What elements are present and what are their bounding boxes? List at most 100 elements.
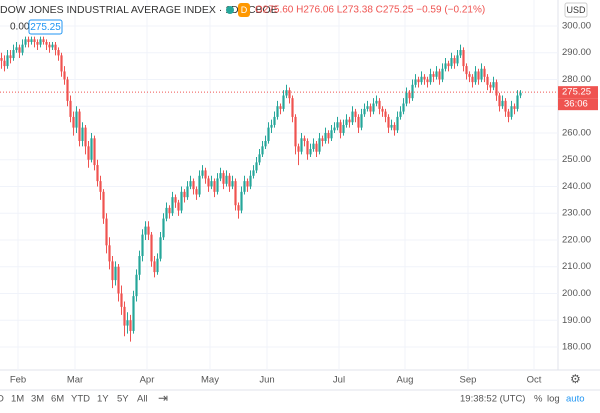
candle-body — [261, 146, 264, 155]
candle-body — [360, 114, 363, 128]
candle-body — [417, 79, 420, 83]
range-button[interactable]: All — [137, 394, 148, 405]
candle-body — [507, 111, 510, 117]
candle-body — [231, 181, 234, 187]
candle-body — [420, 76, 423, 83]
y-tick-label: 260.00 — [562, 127, 591, 138]
range-button[interactable]: 5Y — [117, 394, 129, 405]
countdown-bg — [558, 98, 598, 111]
candle-body — [99, 181, 102, 192]
candle-body — [411, 84, 414, 99]
candle-body — [24, 39, 27, 45]
settings-icon[interactable]: ⚙ — [570, 372, 581, 386]
y-tick-label: 300.00 — [562, 20, 591, 31]
candle-body — [162, 218, 165, 238]
candle-body — [258, 154, 261, 163]
candle-body — [300, 138, 303, 152]
candle-body — [243, 181, 246, 192]
x-tick-label: Mar — [67, 375, 83, 386]
candle-body — [216, 178, 219, 192]
x-tick-label: Sep — [460, 375, 477, 386]
countdown: 36:06 — [564, 99, 588, 110]
candle-body — [39, 39, 42, 45]
candle-body — [36, 42, 39, 45]
candle-body — [387, 116, 390, 128]
y-tick-label: 180.00 — [562, 342, 591, 353]
scale-option[interactable]: % — [534, 394, 543, 405]
last-price-tag: 275.25 — [562, 87, 591, 98]
y-tick-label: 190.00 — [562, 315, 591, 326]
candle-body — [276, 106, 279, 117]
candle-body — [57, 50, 60, 56]
candle-body — [255, 162, 258, 171]
candle-body — [9, 55, 12, 59]
candle-body — [471, 76, 474, 83]
candle-body — [249, 175, 252, 187]
candle-body — [339, 122, 342, 133]
candle-body — [141, 234, 144, 257]
candle-body — [153, 261, 156, 273]
candle-body — [228, 175, 231, 187]
candle-body — [132, 296, 135, 331]
y-tick-label: 280.00 — [562, 74, 591, 85]
range-button[interactable]: 1Y — [97, 394, 109, 405]
candle-body — [438, 71, 441, 80]
candle-body — [447, 63, 450, 67]
candle-body — [84, 127, 87, 147]
range-button[interactable]: YTD — [71, 394, 90, 405]
candle-body — [180, 191, 183, 211]
x-tick-label: Feb — [10, 375, 26, 386]
candle-body — [309, 149, 312, 155]
goto-icon[interactable]: ⇥ — [158, 391, 168, 405]
candle-body — [15, 47, 18, 51]
candle-body — [351, 111, 354, 123]
candle-body — [195, 189, 198, 195]
price-box-bg — [28, 19, 63, 35]
scale-option[interactable]: log — [547, 394, 560, 405]
candle-body — [456, 55, 459, 64]
candle-body — [378, 100, 381, 109]
range-button[interactable]: D — [0, 394, 4, 405]
candle-body — [201, 170, 204, 176]
candle-body — [480, 68, 483, 80]
candle-body — [69, 100, 72, 117]
candle-body — [114, 266, 117, 281]
candle-body — [477, 71, 480, 80]
x-tick-label: Jun — [259, 375, 274, 386]
candle-body — [129, 320, 132, 331]
y-tick-label: 210.00 — [562, 261, 591, 272]
candle-body — [405, 92, 408, 104]
range-button[interactable]: 1M — [11, 394, 24, 405]
candle-body — [174, 197, 177, 203]
scale-option[interactable]: auto — [566, 394, 585, 405]
candle-body — [198, 175, 201, 195]
price-box: 275.25 — [30, 22, 61, 33]
candle-body — [363, 108, 366, 115]
candle-body — [393, 124, 396, 131]
candle-body — [168, 207, 171, 214]
candle-body — [12, 50, 15, 59]
candle-body — [336, 122, 339, 128]
candle-body — [183, 191, 186, 198]
candle-body — [177, 202, 180, 211]
candle-body — [384, 111, 387, 117]
candle-body — [435, 71, 438, 77]
y-tick-label: 240.00 — [562, 181, 591, 192]
range-button[interactable]: 6M — [51, 394, 64, 405]
candle-body — [285, 90, 288, 96]
candle-body — [303, 138, 306, 141]
candle-body — [306, 140, 309, 155]
currency: USD — [566, 5, 586, 15]
candle-body — [516, 95, 519, 109]
candle-body — [123, 306, 126, 326]
range-button[interactable]: 3M — [31, 394, 44, 405]
candle-body — [273, 116, 276, 125]
candle-body — [342, 124, 345, 133]
candle-body — [144, 226, 147, 235]
candle-body — [117, 266, 120, 294]
candle-body — [486, 76, 489, 85]
candle-body — [237, 205, 240, 211]
x-tick-label: Apr — [140, 375, 155, 386]
candle-body — [60, 55, 63, 72]
candle-body — [108, 245, 111, 262]
